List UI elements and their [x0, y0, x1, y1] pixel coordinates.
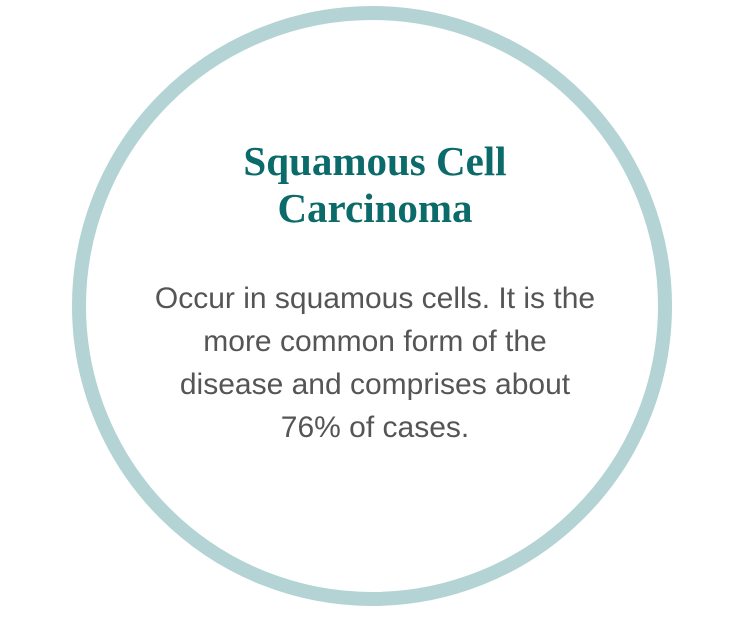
card-description: Occur in squamous cells. It is the more …: [0, 277, 750, 449]
card-title-line-2: Carcinoma: [277, 185, 473, 231]
card-description-line-1: Occur in squamous cells. It is the: [154, 282, 596, 315]
card-description-line-3: disease and comprises about: [179, 368, 571, 401]
card-title: Squamous Cell Carcinoma: [0, 138, 750, 232]
card-description-line-2: more common form of the: [203, 325, 547, 358]
card-description-line-4: 76% of cases.: [280, 411, 470, 444]
card-title-line-1: Squamous Cell: [243, 138, 507, 184]
